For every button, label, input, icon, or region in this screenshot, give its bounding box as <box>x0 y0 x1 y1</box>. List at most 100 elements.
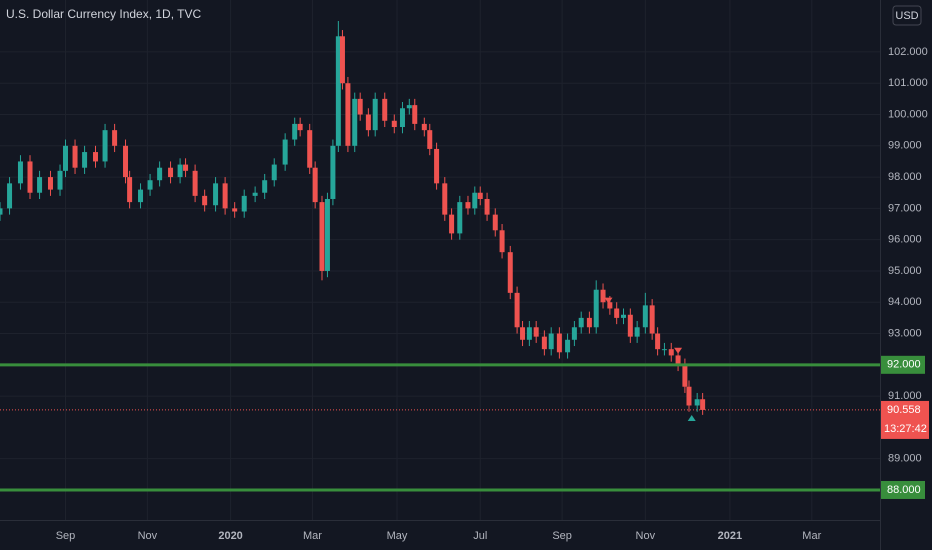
candle-body <box>27 161 33 193</box>
currency-box[interactable] <box>892 5 922 26</box>
candle-body <box>465 202 471 209</box>
candle-body <box>72 145 78 168</box>
candle-body <box>571 327 577 340</box>
candle-body <box>82 152 88 168</box>
level-label-box <box>881 480 925 499</box>
candle-body <box>112 130 118 146</box>
candle-body <box>484 198 490 215</box>
level-label: 88.000 <box>887 484 921 496</box>
x-tick-label: Nov <box>138 530 158 542</box>
chart-title: U.S. Dollar Currency Index, 1D, TVC <box>6 7 202 21</box>
candle-body <box>492 214 498 231</box>
level-label: 92.000 <box>887 359 921 371</box>
candle-body <box>655 333 661 350</box>
x-tick-label: Mar <box>303 530 322 542</box>
x-tick-label: 2020 <box>218 530 242 542</box>
candle-body <box>177 164 183 178</box>
candle-body <box>213 183 219 206</box>
candle-body <box>252 192 258 196</box>
currency[interactable]: USD <box>895 10 918 22</box>
candle-body <box>578 317 584 328</box>
candle-body <box>37 177 43 193</box>
candle-body <box>449 214 455 234</box>
candle-body <box>93 152 99 162</box>
candle-body <box>183 164 189 171</box>
candle-body <box>507 252 513 293</box>
candle-body <box>586 317 592 328</box>
candle-body <box>157 167 163 181</box>
candle-body <box>123 145 129 178</box>
overlay: 92.000 88.000 90.558 13:27:42 <box>0 297 929 499</box>
x-tick-label: May <box>387 530 408 542</box>
y-tick-label: 91.000 <box>888 390 922 402</box>
candle-body <box>675 355 681 365</box>
candle-body <box>365 114 371 131</box>
candle-body <box>352 98 358 146</box>
candle-body <box>421 123 427 131</box>
candle-body <box>457 202 463 234</box>
candle-body <box>694 399 700 406</box>
candle-body <box>47 177 53 190</box>
candle-body <box>102 130 108 162</box>
x-tick-label: 2021 <box>718 530 742 542</box>
candle-body <box>17 161 23 184</box>
candle-body <box>307 130 313 168</box>
y-tick-label: 101.000 <box>888 77 928 89</box>
y-tick-label: 96.000 <box>888 234 922 246</box>
candle-body <box>548 333 554 350</box>
candle-body <box>399 108 405 128</box>
candle-body <box>192 170 198 196</box>
signal-marker <box>604 297 613 304</box>
y-tick-label: 93.000 <box>888 327 922 339</box>
candle-body <box>434 148 440 184</box>
y-tick-label: 94.000 <box>888 296 922 308</box>
signal-marker <box>687 415 696 422</box>
candle-body <box>607 302 613 309</box>
y-tick-label: 89.000 <box>888 453 922 465</box>
candle-body <box>541 336 547 350</box>
candle-body <box>427 130 433 149</box>
y-tick-label: 100.000 <box>888 108 928 120</box>
candle-body <box>700 399 706 410</box>
candle-body <box>391 120 397 128</box>
candle-body <box>345 83 351 146</box>
candle-body <box>406 105 412 109</box>
x-tick-label: Nov <box>636 530 656 542</box>
candle-body <box>324 198 330 271</box>
candle-body <box>357 98 363 115</box>
candle-body <box>600 289 606 303</box>
candle-body <box>232 208 238 212</box>
x-tick-label: Sep <box>552 530 572 542</box>
candle-body <box>57 170 63 190</box>
candle-body <box>533 327 539 337</box>
candle-body <box>642 305 648 328</box>
candle-body <box>649 305 655 334</box>
candle-body <box>292 123 298 140</box>
y-tick-label: 99.000 <box>888 140 922 152</box>
candle-body <box>520 327 526 340</box>
last-price-box <box>881 400 929 439</box>
candle-body <box>412 105 418 124</box>
candle-body <box>593 289 599 328</box>
candle-body <box>621 314 627 318</box>
grid <box>0 0 880 520</box>
level-label-box <box>881 355 925 374</box>
last-price-label: 90.558 <box>887 404 921 416</box>
candle-body <box>0 208 3 215</box>
candle-body <box>472 192 478 209</box>
candle-body <box>312 167 318 203</box>
candle-body <box>627 314 633 337</box>
candle-body <box>686 386 692 406</box>
candle-body <box>526 327 532 340</box>
candle-body <box>222 183 228 209</box>
y-tick-label: 102.000 <box>888 46 928 58</box>
candle-body <box>147 180 153 190</box>
x-tick-label: Jul <box>473 530 487 542</box>
candle-body <box>282 139 288 165</box>
candle-body <box>661 349 667 351</box>
candle-body <box>7 183 13 209</box>
candle-body <box>682 364 688 387</box>
candle-body <box>271 164 277 181</box>
candle-body <box>319 202 325 271</box>
